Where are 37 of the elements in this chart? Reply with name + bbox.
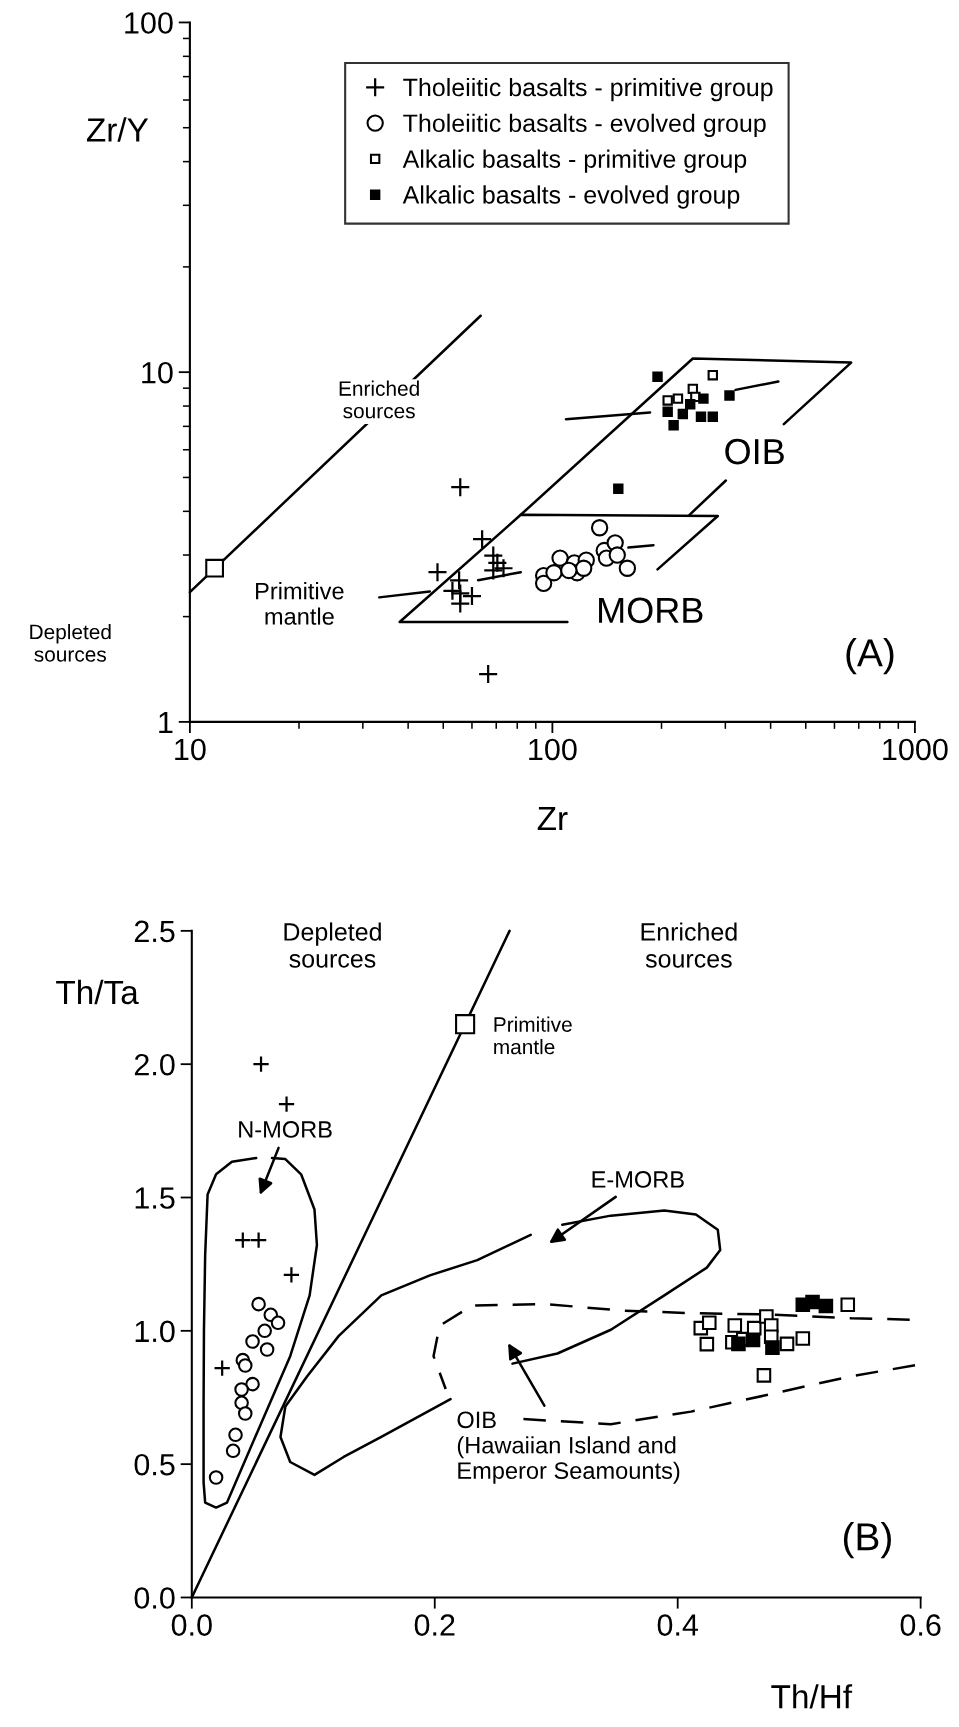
text: Depleted sources — [30, 624, 111, 662]
y-tick-label: 10 — [142, 361, 173, 384]
annotation: (B) — [843, 1522, 891, 1559]
x-tick-label: 0.2 — [414, 1614, 455, 1636]
annotation: Enriched sources — [641, 922, 737, 968]
annotation: MORB — [599, 597, 703, 624]
annotation: OIB — [725, 438, 784, 465]
x-axis-title: Zr — [537, 807, 568, 830]
legend-label: Alkalic basalts - evolved group — [402, 185, 740, 209]
y-tick-label: 1.0 — [135, 1320, 175, 1343]
legend-label: Alkalic basalts - primitive group — [402, 149, 747, 173]
x-tick-label: 1000 — [883, 738, 948, 761]
y-tick-label: 2.0 — [134, 1053, 175, 1076]
y-axis-title: Th/Ta — [56, 979, 139, 1005]
x-tick-label: 0.4 — [657, 1614, 699, 1636]
x-axis-title: Th/Hf — [771, 1684, 853, 1709]
annotation: (A) — [846, 638, 894, 675]
y-tick-label: 1.5 — [135, 1187, 175, 1209]
annotation: Primitive mantle — [256, 582, 344, 625]
x-tick-label: 10 — [175, 738, 206, 761]
annotation: Enriched sources — [339, 380, 419, 419]
y-tick-label: 0.5 — [134, 1453, 175, 1476]
x-tick-label: 0.6 — [900, 1614, 941, 1636]
annotation: Primitive mantle — [494, 1016, 572, 1055]
x-tick-label: 100 — [529, 738, 577, 761]
y-tick-label: 1 — [159, 711, 173, 733]
annotation: N-MORB — [239, 1121, 332, 1138]
y-tick-label: 2.5 — [134, 920, 175, 943]
y-tick-label: 0.0 — [134, 1587, 175, 1609]
annotation: OIB (Hawaiian Island and Emperor Seamounts) — [457, 1411, 680, 1484]
legend-label: Tholeiitic basalts - evolved group — [403, 113, 766, 138]
y-axis-title: Zr/Y — [86, 117, 149, 142]
legend-label: Tholeiitic basalts - primitive group — [403, 77, 773, 102]
annotation: Depleted sources — [284, 922, 381, 968]
x-tick-label: 0.0 — [171, 1614, 212, 1636]
annotation: E-MORB — [592, 1171, 684, 1188]
y-tick-label: 100 — [125, 12, 173, 34]
